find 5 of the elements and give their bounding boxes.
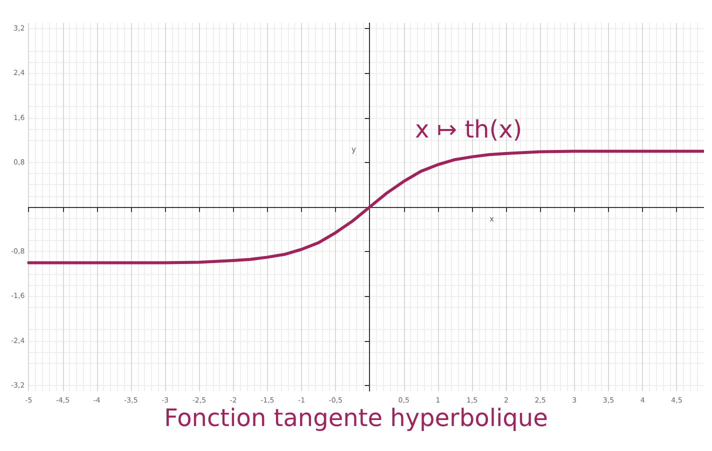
x-axis-title: x — [490, 214, 494, 224]
text: Fonction tangente hyperbolique — [164, 404, 548, 432]
y-axis-title: y — [352, 145, 356, 154]
line-series — [27, 150, 704, 264]
series-label: x ↦ th(x) — [415, 116, 522, 144]
